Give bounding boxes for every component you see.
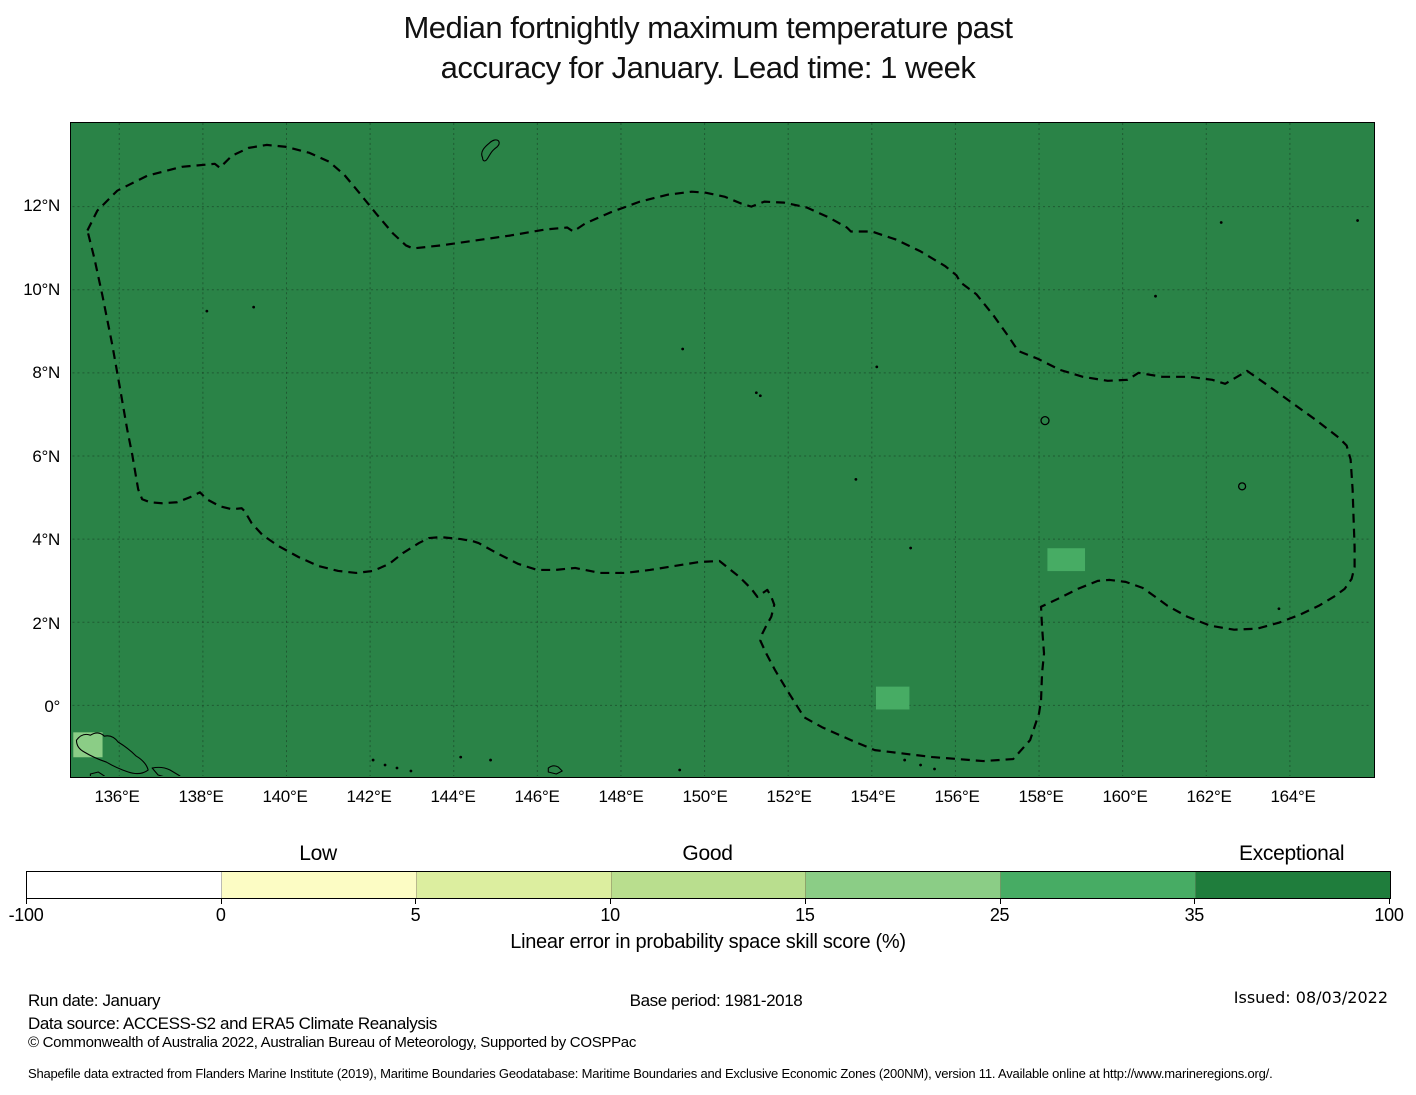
colorbar-tick-label: 25: [989, 905, 1010, 925]
x-tick-label: 142°E: [346, 787, 392, 806]
islet-dot: [754, 391, 758, 395]
y-tick-label: 0°: [44, 697, 60, 716]
x-tick-label: 156°E: [934, 787, 980, 806]
islet-dot: [919, 763, 922, 767]
islet-dot: [409, 769, 413, 773]
chart-title-line2: accuracy for January. Lead time: 1 week: [440, 50, 976, 85]
islet-dot: [1219, 221, 1223, 224]
skill-score-cell: [1047, 548, 1086, 572]
island-coastline: [151, 766, 181, 776]
issued-date-text: Issued: 08/03/2022: [1233, 988, 1388, 1007]
x-tick-label: 136°E: [94, 787, 140, 806]
x-tick-label: 152°E: [766, 787, 812, 806]
colorbar-segment: [27, 872, 222, 898]
islet-dot: [395, 766, 399, 770]
islet-dot: [252, 305, 256, 309]
colorbar-tick-label: -100: [8, 905, 44, 925]
islet-dot: [489, 758, 492, 762]
islet-dot: [459, 755, 463, 759]
islet-dot: [371, 758, 375, 762]
colorbar-tick-mark: [220, 899, 222, 904]
island-coastline: [89, 771, 105, 776]
eez-boundary: [86, 143, 1356, 763]
colorbar-tick-mark: [1389, 899, 1390, 904]
y-tick-label: 10°N: [23, 279, 60, 299]
x-tick-label: 138°E: [178, 787, 224, 806]
island-coastline: [547, 765, 563, 775]
y-tick-label: 6°N: [32, 446, 60, 466]
colorbar-category-label: Good: [682, 842, 733, 865]
map-plot-area: [70, 122, 1375, 778]
islet-dot: [1154, 294, 1157, 298]
colorbar-tick-label: 10: [600, 905, 620, 925]
x-tick-label: 164°E: [1270, 787, 1316, 806]
islet-dot: [681, 347, 685, 351]
chart-title-line1: Median fortnightly maximum temperature p…: [403, 10, 1013, 45]
colorbar-segment: [611, 872, 807, 898]
data-source-text: Data source: ACCESS-S2 and ERA5 Climate …: [28, 1014, 437, 1033]
skill-score-cell: [73, 732, 103, 758]
base-period-text: Base period: 1981-2018: [629, 991, 803, 1010]
atoll-outline: [1237, 482, 1247, 491]
colorbar-segment: [416, 872, 612, 898]
x-tick-label: 160°E: [1102, 787, 1148, 806]
colorbar-segment: [1196, 872, 1391, 898]
shapefile-note-text: Shapefile data extracted from Flanders M…: [28, 1066, 1273, 1081]
colorbar-tick-label: 15: [795, 905, 815, 925]
colorbar-tick-mark: [610, 899, 612, 904]
atoll-outline: [1040, 416, 1050, 426]
y-tick-label: 2°N: [32, 613, 60, 633]
island-coastline: [481, 139, 500, 162]
islet-dot: [205, 309, 209, 313]
colorbar-segment: [1001, 872, 1197, 898]
x-tick-label: 148°E: [598, 787, 644, 806]
x-tick-label: 144°E: [430, 787, 476, 806]
colorbar-tick-label: 35: [1184, 905, 1205, 925]
run-date-text: Run date: January: [28, 991, 161, 1010]
x-tick-label: 154°E: [850, 787, 896, 806]
x-tick-label: 150°E: [682, 787, 728, 806]
colorbar-tick-label: 0: [215, 905, 226, 925]
colorbar-tick-label: 5: [410, 905, 421, 925]
x-tick-label: 158°E: [1018, 787, 1064, 806]
islet-dot: [909, 546, 913, 550]
map-canvas: [72, 123, 1372, 776]
colorbar-segment: [221, 872, 417, 898]
colorbar-tick-mark: [1194, 899, 1196, 904]
colorbar-segment: [806, 872, 1002, 898]
colorbar-category-label: Low: [299, 842, 337, 865]
islet-dot: [678, 768, 682, 772]
x-tick-label: 146°E: [514, 787, 560, 806]
chart-title: Median fortnightly maximum temperature p…: [0, 8, 1416, 88]
y-tick-label: 12°N: [23, 196, 60, 215]
islet-dot: [875, 365, 879, 369]
island-coastline: [75, 732, 149, 775]
y-tick-label: 4°N: [32, 530, 60, 549]
islet-dot: [933, 767, 936, 771]
skill-score-cell: [875, 686, 910, 710]
colorbar-tick-mark: [999, 899, 1001, 904]
colorbar-axis-label: Linear error in probability space skill …: [510, 931, 906, 953]
colorbar-tick-label: 100: [1374, 905, 1404, 925]
colorbar: [26, 871, 1391, 899]
islet-dot: [903, 758, 907, 762]
colorbar-tick-mark: [26, 899, 27, 904]
islet-dot: [1356, 219, 1359, 222]
y-tick-label: 8°N: [32, 363, 60, 382]
islet-dot: [1277, 607, 1281, 611]
islet-dot: [854, 477, 858, 481]
colorbar-tick-mark: [804, 899, 806, 904]
colorbar-category-label: Exceptional: [1239, 842, 1345, 865]
x-tick-label: 140°E: [262, 787, 308, 806]
islet-dot: [758, 394, 762, 398]
islet-dot: [383, 763, 387, 767]
colorbar-tick-mark: [415, 899, 417, 904]
x-tick-label: 162°E: [1186, 787, 1232, 806]
copyright-text: © Commonwealth of Australia 2022, Austra…: [28, 1034, 637, 1051]
